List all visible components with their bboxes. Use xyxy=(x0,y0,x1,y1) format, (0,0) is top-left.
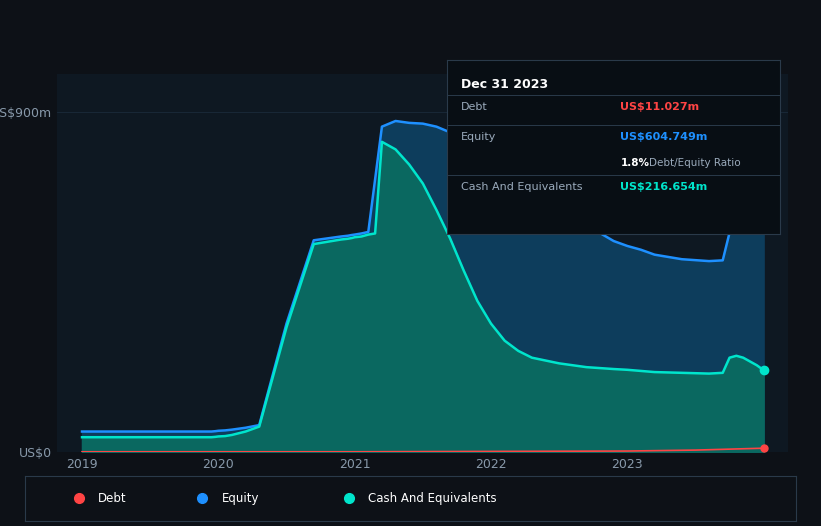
Text: US$604.749m: US$604.749m xyxy=(621,132,708,141)
Text: Debt/Equity Ratio: Debt/Equity Ratio xyxy=(649,158,741,168)
Text: 1.8%: 1.8% xyxy=(621,158,649,168)
Text: Cash And Equivalents: Cash And Equivalents xyxy=(368,492,497,505)
Text: Debt: Debt xyxy=(461,102,488,112)
Text: US$216.654m: US$216.654m xyxy=(621,182,708,192)
Text: Equity: Equity xyxy=(461,132,496,141)
Text: Cash And Equivalents: Cash And Equivalents xyxy=(461,182,582,192)
Text: US$11.027m: US$11.027m xyxy=(621,102,699,112)
Text: Dec 31 2023: Dec 31 2023 xyxy=(461,78,548,91)
Text: Equity: Equity xyxy=(222,492,259,505)
Text: Debt: Debt xyxy=(98,492,126,505)
